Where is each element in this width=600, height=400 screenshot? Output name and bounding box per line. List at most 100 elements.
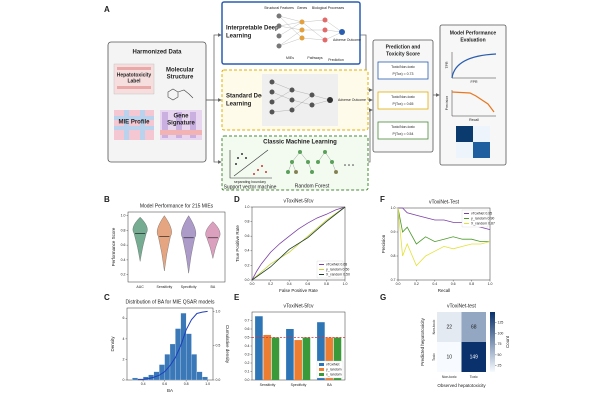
x-tick-label: 0.6 [162,382,167,386]
node-label: Prediction [328,58,344,62]
series-line [397,207,491,267]
mini-curve [451,53,497,79]
colorbar-label: Count [505,335,510,348]
x-tick-label: BA [211,285,216,289]
bar [132,377,138,381]
legend-swatch [319,368,324,371]
y-tick-label: 0.0 [245,378,250,382]
violin [181,215,197,274]
evaluation-title: Evaluation [460,37,485,43]
y2-tick-label: 0.5 [216,344,221,348]
y-axis-label: Predicted hepatotoxicity [420,317,425,366]
heatmap-cell [437,342,462,372]
model-title: Standard Deep [226,94,269,100]
heatmap-cell [437,312,462,342]
series-line [251,206,346,281]
y-tick-label: 0.8 [391,254,396,258]
output-box [377,61,429,80]
legend-label: y_random 0.50 [326,267,349,271]
x-tick-label: 0.8 [469,282,474,286]
y-tick-label: 0 [123,378,125,382]
bar [191,354,197,381]
node-label: separating boundary [234,180,266,184]
legend-label: y_random 0.90 [471,216,494,220]
colorbar-tick-label: 25 [498,363,502,367]
x-tick-label: 0.6 [451,282,456,286]
x-tick-label: 1.0 [343,282,348,286]
x-tick-label: 0.4 [432,282,437,286]
series-line [251,206,346,281]
bar [333,337,342,380]
x-tick-label: Non-toxic [442,375,457,379]
mini-axis-label: FPR [471,80,478,84]
bar [286,329,294,380]
cell-label: 68 [471,324,477,330]
heatmap-cell [461,342,486,372]
x-tick-label: 0.4 [141,382,146,386]
plot-frame [127,211,226,283]
y-tick-label: 0.6 [121,243,126,247]
output-box [377,91,429,110]
panel-letter: G [380,293,386,302]
node-label: Adverse Outcome [338,98,366,102]
y-axis-label: True Positive Rate [235,225,240,262]
model-title: Classic Machine Learning [263,140,337,146]
cell-label: 149 [470,354,479,360]
y-tick-label: 0.8 [245,220,250,224]
chart-title: vToxiNet-Test [429,199,460,205]
x-tick-label: 1.0 [205,382,210,386]
y-tick-label: Non-toxic [432,319,436,334]
series-line [397,207,490,245]
chart-title: vToxiNet-5fcv [283,198,314,204]
prediction-title: Toxicity Score [386,51,420,57]
x-tick-label: 0.0 [396,282,401,286]
mie-grid [114,110,154,140]
input-label: Hepatotoxicity [117,72,152,78]
input-label: Molecular [166,68,195,74]
output-text: P(Tox) = 0.65 [393,102,414,106]
cell-label: 22 [446,324,452,330]
node-label: Pathways [307,56,322,60]
y-tick-label: 2 [123,357,125,361]
node-label: Random Forest [295,183,330,189]
x-tick-label: Specificity [291,383,307,387]
network [269,79,333,115]
x-tick-label: 1.0 [488,282,493,286]
y-tick-label: 0.2 [121,273,126,277]
input-label: Structure [167,75,194,81]
bar [175,328,181,381]
y-tick-label: 0.5 [245,335,250,339]
molecule-icon [167,88,194,101]
prediction-title: Prediction and [386,44,421,50]
x-tick-label: 0.2 [414,282,419,286]
x-axis-label: False Positive Rate [279,288,318,293]
node-label: Structural Features [264,6,294,10]
y-tick-label: 0.8 [121,228,126,232]
node-label: MIEs [286,56,294,60]
node-label: Support vector machine [224,184,277,190]
y-tick-label: 0.7 [245,318,250,322]
node-label: Adverse Outcome [333,38,361,42]
x-tick-label: Specificity [181,285,197,289]
x-tick-label: 0.8 [184,382,189,386]
cumulative-line [137,310,208,380]
chart-title: vToxiNet-5fcv [283,303,314,309]
node-label: Genes [297,6,308,10]
colorbar-tick-label: 50 [498,353,502,357]
mini-curve [451,91,495,113]
colorbar [490,312,495,372]
chart-title: Distribution of BA for MIE QSAR models [126,299,215,305]
panel-letter: F [380,195,385,204]
mini-axis-label: Precision [445,96,449,110]
x-tick-label: Sensitivity [260,383,276,387]
mini-axes [451,90,496,117]
model-title: Learning [226,34,252,40]
y2-tick-label: 1.0 [216,309,221,313]
bar [325,337,333,380]
y-tick-label: 0.4 [245,249,250,253]
violin [156,215,172,271]
mini-axis-label: TPR [445,61,449,68]
violin [205,221,221,259]
legend-label: X_random 0.87 [471,221,495,225]
bar [317,322,325,380]
